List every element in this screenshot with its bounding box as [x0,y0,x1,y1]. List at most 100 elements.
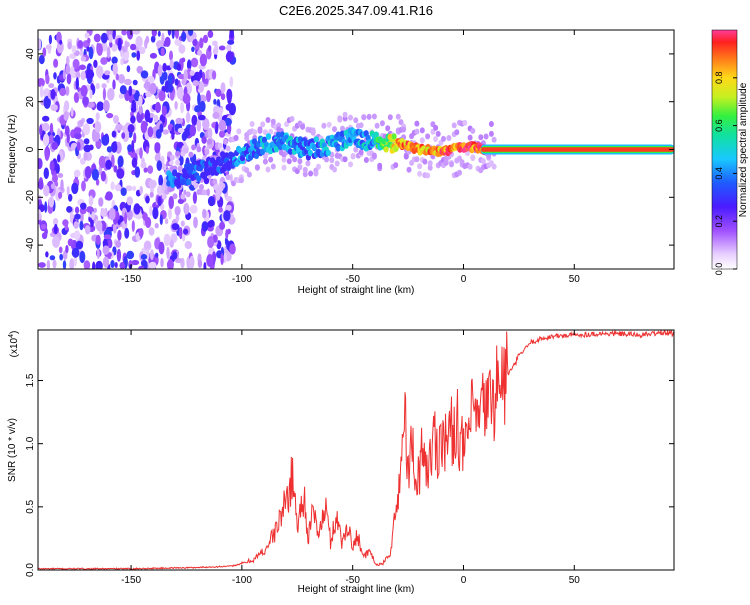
noise-cell [155,252,159,258]
halo-cell [467,134,473,141]
noise-cell [183,189,187,196]
noise-cell [174,30,179,39]
noise-cell [157,30,161,37]
noise-cell [140,70,149,79]
noise-cell [80,202,87,210]
noise-cell [161,105,167,117]
noise-cell [143,82,151,88]
noise-cell [212,70,217,80]
noise-cell [93,59,98,68]
halo-cell [342,111,348,118]
noise-cell [71,247,80,258]
halo-cell [348,161,353,168]
halo-cell [467,163,473,170]
halo-cell [366,113,372,120]
noise-cell [148,227,155,236]
noise-cell [75,71,81,79]
noise-cell [83,138,90,145]
halo-cell [433,136,439,142]
noise-cell [199,53,208,67]
noise-cell [93,207,98,213]
halo-cell [223,138,228,145]
halo-cell [393,162,399,169]
noise-cell [143,167,148,173]
noise-cell [53,58,59,68]
noise-cell [159,214,163,225]
noise-cell [158,241,165,255]
noise-cell [136,50,141,61]
noise-cell [147,126,154,138]
noise-cell [180,101,185,114]
signal-cell [261,136,268,143]
halo-cell [326,121,332,128]
halo-cell [161,164,167,171]
noise-cell [226,44,232,51]
noise-cell [71,182,79,194]
noise-cell [83,260,91,269]
halo-cell [268,156,274,163]
noise-cell [79,220,84,231]
noise-cell [145,35,150,44]
noise-cell [110,181,115,191]
noise-cell [149,205,153,216]
noise-cell [66,55,70,66]
halo-cell [225,174,231,181]
signal-cell [281,143,287,150]
halo-cell [249,121,255,127]
halo-cell [459,159,465,166]
noise-cell [56,40,64,54]
noise-cell [67,41,72,50]
halo-cell [395,113,401,120]
noise-cell [226,88,233,102]
halo-cell [414,128,420,135]
halo-cell [177,166,183,173]
signal-cell [259,148,266,155]
spectrogram-x-label: Height of straight line (km) [298,285,415,296]
halo-cell [196,146,202,153]
halo-cell [286,158,292,165]
noise-cell [207,127,213,140]
noise-cell [74,213,81,220]
noise-cell [45,251,49,258]
noise-cell [174,101,178,110]
noise-cell [47,131,56,138]
noise-cell [108,207,116,221]
noise-cell [58,246,63,254]
noise-cell [44,201,48,213]
spectrogram-panel: -150 -100 -50 0 50 -40 -20 0 20 40 Height of str… [7,29,675,296]
noise-cell [120,58,124,66]
x-tick-label: 50 [569,274,581,285]
noise-cell [169,239,174,248]
halo-cell [446,135,452,141]
noise-cell [96,247,100,259]
noise-cell [147,75,155,84]
noise-cell [142,260,148,269]
noise-cell [168,196,174,209]
noise-cell [196,118,202,132]
noise-cell [96,43,103,56]
noise-cell [88,46,94,60]
noise-cell [98,155,107,169]
noise-cell [124,211,128,225]
halo-cell [371,152,377,159]
noise-cell [134,166,141,178]
noise-cell [115,240,121,248]
noise-cell [127,144,133,153]
noise-cell [191,46,195,53]
noise-cell [176,86,185,100]
noise-cell [117,155,124,168]
halo-cell [363,157,369,163]
halo-cell [238,177,244,184]
noise-cell [164,218,169,225]
noise-cell [65,245,69,254]
colorbar-ticks: 0.0 0.2 0.4 0.6 0.8 [714,72,737,275]
noise-cell [215,88,222,97]
noise-cell [95,139,102,149]
noise-cell [149,52,158,59]
noise-cell [217,109,223,122]
noise-cell [100,208,107,218]
noise-cell [162,129,169,135]
noise-cell [49,160,55,172]
noise-cell [202,34,209,44]
noise-cell [101,83,107,89]
